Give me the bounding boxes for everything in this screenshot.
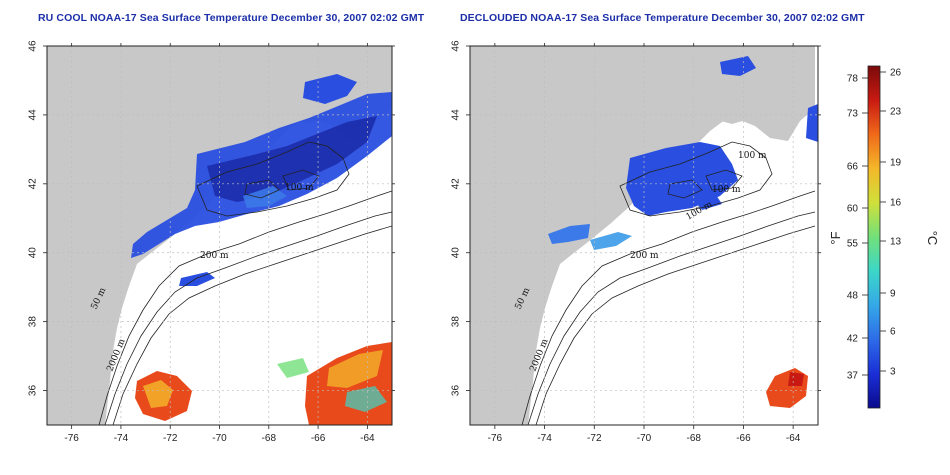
celsius-tick-label: 23 [890, 107, 902, 118]
right-lat-tick-label: 42 [451, 178, 462, 190]
fahrenheit-axis-title: °F [828, 231, 843, 244]
celsius-tick-label: 26 [890, 68, 902, 79]
left-lat-tick-label: 44 [28, 109, 39, 121]
left-sst-map: 200 m 50 m 2000 m 100 m [46, 45, 393, 426]
right-lat-tick-label: 40 [451, 247, 462, 259]
right-lon-tick-label: -76 [488, 433, 503, 444]
temperature-colorbar: 37 42 48 55 60 66 73 78 3 6 9 13 16 19 23 26 °F °C [828, 65, 940, 409]
fahrenheit-tick-label: 73 [847, 109, 859, 120]
warm-water-patches [766, 368, 808, 408]
celsius-axis-title: °C [925, 231, 940, 246]
fahrenheit-tick-label: 37 [847, 371, 859, 382]
right-lon-tick-label: -72 [587, 433, 602, 444]
left-contour-label-200m: 200 m [200, 251, 229, 261]
right-lon-tick-label: -66 [736, 433, 751, 444]
right-lon-tick-label: -74 [537, 433, 552, 444]
cold-water-patches [131, 74, 392, 286]
left-map-title: RU COOL NOAA-17 Sea Surface Temperature … [38, 12, 425, 24]
left-lat-tick-label: 36 [28, 385, 39, 397]
celsius-tick-label: 3 [890, 367, 896, 378]
left-lon-tick-label: -70 [212, 433, 227, 444]
right-lat-tick-label: 36 [451, 385, 462, 397]
left-lon-tick-label: -74 [114, 433, 129, 444]
left-lat-tick-label: 46 [28, 40, 39, 52]
left-lat-tick-label: 42 [28, 178, 39, 190]
left-lon-tick-label: -66 [311, 433, 326, 444]
right-contour-label-100m-a: 100 m [738, 151, 767, 161]
celsius-tick-label: 6 [890, 327, 896, 338]
right-axis-ticks: -76 -74 -72 -70 -68 -66 -64 36 38 40 42 44 46 [451, 40, 821, 444]
colorbar-gradient [867, 65, 881, 409]
right-contour-label-200m: 200 m [630, 251, 659, 261]
left-lat-tick-label: 38 [28, 316, 39, 328]
celsius-tick-label: 16 [890, 198, 902, 209]
left-lon-tick-label: -64 [360, 433, 375, 444]
celsius-tick-label: 13 [890, 237, 902, 248]
left-graticule [47, 45, 392, 425]
left-contour-label-100m: 100 m [285, 183, 314, 193]
right-contour-label-100m-b: 100 m [712, 185, 741, 195]
fahrenheit-tick-label: 42 [847, 334, 859, 345]
celsius-tick-label: 9 [890, 289, 896, 300]
fahrenheit-tick-label: 66 [847, 162, 859, 173]
cold-water-patches [548, 56, 818, 250]
left-lat-tick-label: 40 [28, 247, 39, 259]
fahrenheit-tick-label: 55 [847, 239, 859, 250]
warm-water-patches [135, 342, 392, 425]
right-lon-tick-label: -70 [637, 433, 652, 444]
left-lon-tick-label: -76 [64, 433, 79, 444]
left-lon-tick-label: -68 [262, 433, 277, 444]
left-lon-tick-label: -72 [163, 433, 178, 444]
right-sst-map: 200 m 50 m 2000 m 100 m 100 m 100 m [469, 45, 819, 426]
right-lon-tick-label: -64 [786, 433, 801, 444]
right-lat-tick-label: 44 [451, 109, 462, 121]
right-lat-tick-label: 38 [451, 316, 462, 328]
fahrenheit-tick-label: 48 [847, 291, 859, 302]
celsius-tick-label: 19 [890, 158, 902, 169]
right-map-title: DECLOUDED NOAA-17 Sea Surface Temperatur… [460, 12, 865, 24]
right-lat-tick-label: 46 [451, 40, 462, 52]
fahrenheit-tick-label: 60 [847, 204, 859, 215]
left-axis-ticks: -76 -74 -72 -70 -68 -66 -64 36 38 40 42 44 46 [28, 40, 395, 444]
fahrenheit-tick-label: 78 [847, 74, 859, 85]
right-lon-tick-label: -68 [686, 433, 701, 444]
